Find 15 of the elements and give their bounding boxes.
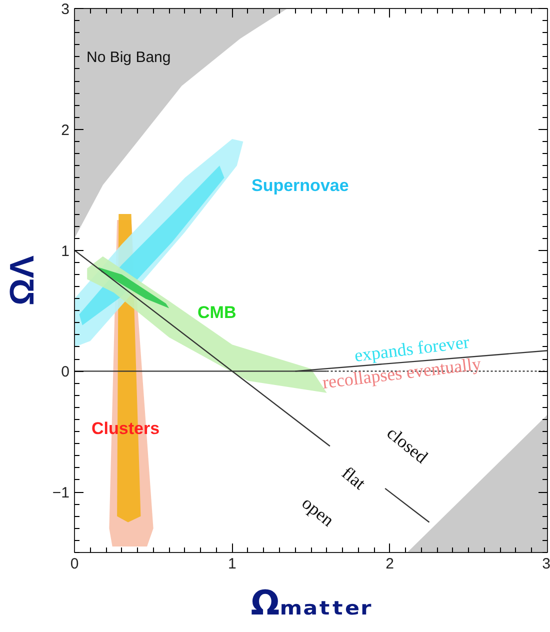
x-tick-label: 1 bbox=[228, 556, 236, 572]
annotation: No Big Bang bbox=[86, 49, 171, 66]
annotation: flat bbox=[338, 462, 370, 494]
x-axis-title: Ωₘₐₜₜₑᵣ bbox=[250, 584, 372, 624]
x-tick-label: 2 bbox=[386, 556, 394, 572]
annotation: Supernovae bbox=[252, 176, 349, 195]
x-tick-label: 3 bbox=[542, 556, 550, 572]
y-tick-label: 1 bbox=[61, 242, 70, 260]
annotation: open bbox=[298, 492, 338, 530]
y-tick-label: 2 bbox=[61, 122, 70, 139]
y-axis-title: ΩΛ bbox=[3, 255, 42, 306]
y-tick-label: −1 bbox=[52, 484, 70, 502]
y-tick-label: 3 bbox=[61, 1, 70, 18]
y-tick-label: 0 bbox=[61, 364, 70, 381]
annotation: CMB bbox=[198, 303, 236, 322]
